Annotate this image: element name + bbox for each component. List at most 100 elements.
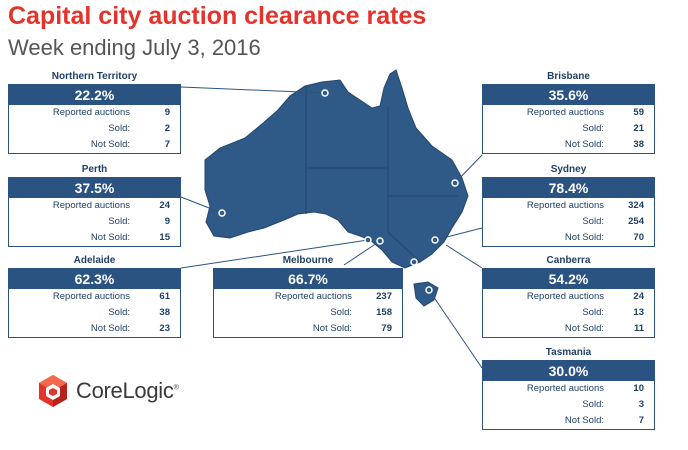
not-sold-label: Not Sold: <box>564 139 604 150</box>
not-sold-value: 15 <box>159 232 170 243</box>
logo-text: CoreLogic® <box>76 378 179 403</box>
sydney-marker <box>431 236 439 244</box>
reported-row: Reported auctions 9 <box>9 105 180 121</box>
mainland-shape <box>204 69 469 269</box>
card-box: 54.2% Reported auctions 24 Sold: 13 Not So… <box>482 268 655 338</box>
sold-row: Sold: 3 <box>483 397 654 413</box>
state-borders <box>305 86 458 263</box>
not-sold-label: Not Sold: <box>312 323 352 334</box>
clearance-rate: 22.2% <box>9 85 180 105</box>
sold-value: 13 <box>633 307 644 318</box>
reported-value: 10 <box>633 383 644 394</box>
corelogic-logo: CoreLogic® <box>38 374 179 408</box>
not-sold-value: 11 <box>633 323 644 334</box>
reported-row: Reported auctions 324 <box>483 198 654 214</box>
clearance-rate: 35.6% <box>483 85 654 105</box>
sold-label: Sold: <box>582 123 604 134</box>
sold-value: 254 <box>628 216 644 227</box>
city-name: Adelaide <box>73 255 116 266</box>
not-sold-row: Not Sold: 7 <box>9 137 180 153</box>
brisbane-marker <box>451 179 459 187</box>
reported-row: Reported auctions 237 <box>214 289 402 305</box>
not-sold-label: Not Sold: <box>564 323 604 334</box>
city-name: Melbourne <box>282 255 334 266</box>
reported-value: 59 <box>633 107 644 118</box>
reported-value: 24 <box>159 200 170 211</box>
clearance-rate: 54.2% <box>483 269 654 289</box>
card-sydney: Sydney 78.4% Reported auctions 324 Sold: 2… <box>482 163 655 247</box>
clearance-rate: 62.3% <box>9 269 180 289</box>
sold-label: Sold: <box>330 307 352 318</box>
not-sold-value: 7 <box>164 139 170 150</box>
reported-row: Reported auctions 24 <box>483 289 654 305</box>
clearance-rate: 37.5% <box>9 178 180 198</box>
city-name: Sydney <box>550 164 587 175</box>
not-sold-row: Not Sold: 23 <box>9 321 180 337</box>
city-name: Perth <box>81 164 108 175</box>
clearance-rate: 30.0% <box>483 361 654 381</box>
reported-row: Reported auctions 59 <box>483 105 654 121</box>
clearance-rate: 66.7% <box>214 269 402 289</box>
city-name: Northern Territory <box>51 71 138 82</box>
not-sold-label: Not Sold: <box>90 323 130 334</box>
not-sold-row: Not Sold: 38 <box>483 137 654 153</box>
not-sold-row: Not Sold: 79 <box>214 321 402 337</box>
reported-label: Reported auctions <box>526 383 604 394</box>
card-box: 78.4% Reported auctions 324 Sold: 254 Not … <box>482 177 655 247</box>
page-subtitle: Week ending July 3, 2016 <box>8 35 261 60</box>
city-name: Tasmania <box>545 347 592 358</box>
sold-label: Sold: <box>582 399 604 410</box>
sold-label: Sold: <box>108 216 130 227</box>
sold-label: Sold: <box>582 216 604 227</box>
sold-value: 38 <box>159 307 170 318</box>
reported-row: Reported auctions 24 <box>9 198 180 214</box>
sold-value: 158 <box>376 307 392 318</box>
sold-row: Sold: 254 <box>483 214 654 230</box>
city-markers <box>218 89 459 294</box>
card-brisbane: Brisbane 35.6% Reported auctions 59 Sold:… <box>482 70 655 154</box>
not-sold-row: Not Sold: 7 <box>483 413 654 429</box>
sold-row: Sold: 158 <box>214 305 402 321</box>
sold-row: Sold: 38 <box>9 305 180 321</box>
sold-label: Sold: <box>582 307 604 318</box>
sold-label: Sold: <box>108 307 130 318</box>
not-sold-value: 38 <box>633 139 644 150</box>
card-box: 37.5% Reported auctions 24 Sold: 9 Not Sol… <box>8 177 181 247</box>
sold-row: Sold: 13 <box>483 305 654 321</box>
adelaide-marker <box>364 236 372 244</box>
hobart-marker <box>425 286 433 294</box>
reported-label: Reported auctions <box>52 291 130 302</box>
card-adelaide: Adelaide 62.3% Reported auctions 61 Sold:… <box>8 254 181 338</box>
reported-row: Reported auctions 10 <box>483 381 654 397</box>
sold-row: Sold: 21 <box>483 121 654 137</box>
corelogic-mark-icon <box>39 375 67 407</box>
reported-value: 61 <box>159 291 170 302</box>
card-box: 30.0% Reported auctions 10 Sold: 3 Not Sol… <box>482 360 655 430</box>
card-tasmania: Tasmania 30.0% Reported auctions 10 Sold:… <box>482 346 655 430</box>
card-melbourne: Melbourne 66.7% Reported auctions 237 Sol… <box>213 254 403 338</box>
darwin-marker <box>321 89 329 97</box>
reported-label: Reported auctions <box>526 200 604 211</box>
not-sold-row: Not Sold: 11 <box>483 321 654 337</box>
card-box: 66.7% Reported auctions 237 Sold: 158 Not … <box>213 268 403 338</box>
card-perth: Perth 37.5% Reported auctions 24 Sold: 9 N… <box>8 163 181 247</box>
melbourne-marker <box>376 237 384 245</box>
city-name: Brisbane <box>547 71 590 82</box>
canberra-marker <box>410 258 418 266</box>
sold-value: 3 <box>638 399 644 410</box>
reported-value: 237 <box>376 291 392 302</box>
not-sold-value: 70 <box>633 232 644 243</box>
sold-label: Sold: <box>108 123 130 134</box>
not-sold-value: 7 <box>638 415 644 426</box>
reported-label: Reported auctions <box>526 107 604 118</box>
reported-value: 24 <box>633 291 644 302</box>
reported-label: Reported auctions <box>526 291 604 302</box>
leader-lines <box>180 86 483 369</box>
page-title: Capital city auction clearance rates <box>8 2 427 30</box>
reported-label: Reported auctions <box>52 107 130 118</box>
clearance-rate: 78.4% <box>483 178 654 198</box>
sold-row: Sold: 9 <box>9 214 180 230</box>
not-sold-row: Not Sold: 70 <box>483 230 654 246</box>
card-box: 22.2% Reported auctions 9 Sold: 2 Not Sold… <box>8 84 181 154</box>
